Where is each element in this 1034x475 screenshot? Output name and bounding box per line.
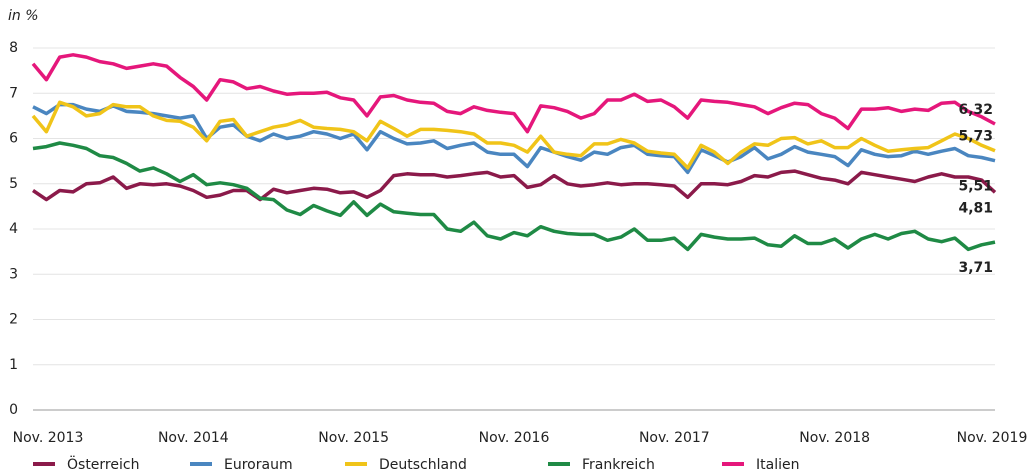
- y-tick-label: 8: [9, 40, 18, 56]
- legend-label: Euroraum: [224, 457, 293, 473]
- y-axis-label: in %: [8, 8, 39, 24]
- y-tick-label: 2: [9, 312, 18, 328]
- x-tick-label: Nov. 2014: [158, 430, 229, 446]
- end-label: 5,73: [958, 129, 993, 145]
- series-line: [32, 169, 997, 202]
- x-tick-label: Nov. 2015: [318, 430, 389, 446]
- x-tick-label: Nov. 2016: [479, 430, 550, 446]
- y-tick-label: 6: [9, 131, 18, 147]
- end-label: 4,81: [958, 200, 993, 216]
- end-label: 3,71: [958, 260, 993, 276]
- y-tick-label: 3: [9, 266, 18, 282]
- series-line: [31, 53, 996, 134]
- series-line: [32, 141, 996, 252]
- y-tick-label: 0: [9, 402, 18, 418]
- x-tick-label: Nov. 2019: [957, 430, 1028, 446]
- y-tick-label: 1: [9, 357, 18, 373]
- x-tick-label: Nov. 2018: [799, 430, 870, 446]
- end-label: 5,51: [958, 179, 993, 195]
- legend-label: Österreich: [67, 455, 139, 473]
- series-line: [32, 102, 996, 175]
- end-label: 6,32: [958, 102, 993, 118]
- y-tick-label: 5: [9, 176, 18, 192]
- x-tick-label: Nov. 2013: [13, 430, 84, 446]
- legend-label: Italien: [756, 457, 799, 473]
- legend-label: Deutschland: [379, 457, 467, 473]
- x-tick-label: Nov. 2017: [639, 430, 710, 446]
- y-tick-label: 7: [9, 85, 18, 101]
- y-tick-label: 4: [9, 221, 18, 237]
- series-line: [31, 100, 996, 170]
- legend-label: Frankreich: [582, 457, 655, 473]
